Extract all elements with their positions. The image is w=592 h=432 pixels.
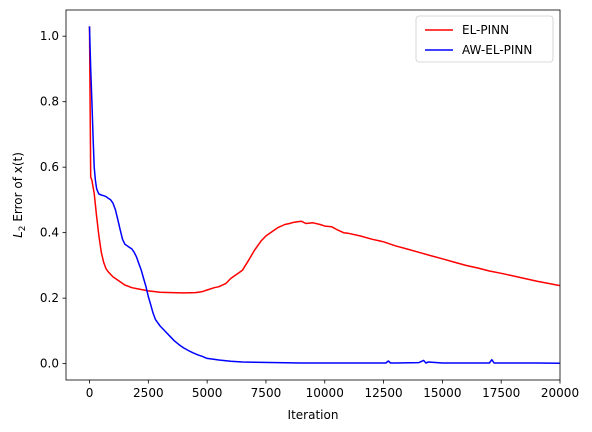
x-tick-label: 7500: [251, 386, 282, 400]
y-tick-label: 0.4: [40, 226, 59, 240]
x-axis-label: Iteration: [288, 408, 339, 422]
series-line-aw-el-pinn: [88, 26, 560, 365]
x-tick-label: 5000: [192, 386, 223, 400]
y-tick-label: 1.0: [40, 29, 59, 43]
legend-label: EL-PINN: [462, 23, 509, 37]
x-tick-label: 12500: [364, 386, 402, 400]
y-tick-label: 0.0: [40, 357, 59, 371]
y-axis-label: L2 Error of x(t): [11, 152, 28, 238]
x-tick-label: 10000: [306, 386, 344, 400]
y-axis-label-rest: Error of x(t): [11, 152, 25, 225]
axes-frame: [65, 9, 561, 381]
y-axis-ticks: 0.0 0.2 0.4 0.6 0.8 1.0: [40, 29, 66, 371]
x-tick-label: 17500: [482, 386, 520, 400]
x-tick-label: 20000: [541, 386, 579, 400]
series-line-el-pinn: [88, 26, 560, 294]
y-tick-label: 0.8: [40, 95, 59, 109]
y-axis-label-subscript: 2: [18, 226, 28, 232]
y-axis-label-symbol: L: [11, 231, 25, 238]
legend: EL-PINN AW-EL-PINN: [415, 15, 554, 63]
y-tick-label: 0.2: [40, 291, 59, 305]
series-layer: [88, 26, 560, 365]
x-tick-label: 2500: [133, 386, 164, 400]
x-axis-ticks: 0 2500 5000 7500 10000 12500 15000 17500 20000: [86, 380, 579, 400]
legend-label: AW-EL-PINN: [462, 43, 532, 57]
x-tick-label: 0: [86, 386, 94, 400]
y-tick-label: 0.6: [40, 160, 59, 174]
x-tick-label: 15000: [423, 386, 461, 400]
